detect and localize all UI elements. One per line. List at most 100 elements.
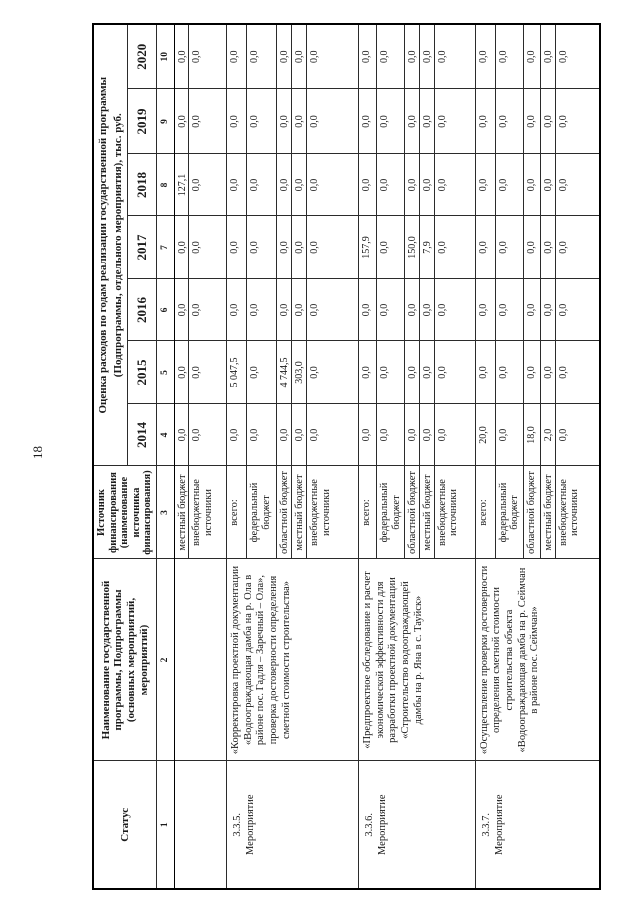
value-cell: 0,0	[276, 23, 292, 89]
value-cell: 0,0	[555, 341, 601, 404]
value-cell: 0,0	[523, 279, 541, 341]
value-cell: 0,0	[188, 154, 227, 216]
value-cell: 0,0	[555, 404, 601, 466]
value-cell: 0,0	[419, 23, 435, 89]
value-cell: 0,0	[495, 154, 524, 216]
value-cell: 0,0	[188, 341, 227, 404]
value-cell: 4 744,5	[276, 341, 292, 404]
value-cell: 0,0	[434, 279, 476, 341]
value-cell: 0,0	[434, 154, 476, 216]
value-cell: 5 047,5	[226, 341, 247, 404]
header-program-name: Наименование государственной программы, …	[93, 559, 157, 761]
funding-source-cell: областной бюджет	[404, 466, 420, 559]
value-cell: 0,0	[188, 404, 227, 466]
page-number: 18	[30, 446, 45, 459]
funding-source-cell: областной бюджет	[276, 466, 292, 559]
value-cell: 0,0	[495, 89, 524, 154]
column-number-cell: 5	[156, 341, 175, 404]
value-cell: 0,0	[376, 89, 405, 154]
funding-source-cell: федеральный бюджет	[495, 466, 524, 559]
value-cell: 0,0	[404, 341, 420, 404]
year-header: 2019	[127, 89, 157, 154]
value-cell: 0,0	[291, 216, 307, 279]
value-cell: 0,0	[555, 279, 601, 341]
value-cell: 0,0	[540, 23, 556, 89]
funding-source-cell: всего:	[358, 466, 377, 559]
value-cell: 0,0	[475, 341, 496, 404]
value-cell: 0,0	[434, 23, 476, 89]
year-header: 2017	[127, 216, 157, 279]
value-cell: 0,0	[306, 404, 359, 466]
value-cell: 0,0	[419, 404, 435, 466]
value-cell: 0,0	[540, 216, 556, 279]
value-cell: 7,9	[419, 216, 435, 279]
value-cell: 0,0	[291, 404, 307, 466]
value-cell: 0,0	[246, 404, 277, 466]
value-cell: 0,0	[188, 89, 227, 154]
program-name-cell: «Корректировка проектной документации «В…	[226, 559, 359, 761]
year-header: 2014	[127, 404, 157, 466]
value-cell: 0,0	[523, 89, 541, 154]
value-cell: 0,0	[226, 89, 247, 154]
value-cell: 0,0	[495, 23, 524, 89]
value-cell: 0,0	[174, 216, 189, 279]
value-cell: 2,0	[540, 404, 556, 466]
column-number-cell: 8	[156, 154, 175, 216]
table-header: Статус Наименование государственной прог…	[93, 23, 175, 889]
value-cell: 0,0	[174, 23, 189, 89]
value-cell: 0,0	[376, 154, 405, 216]
value-cell: 0,0	[475, 216, 496, 279]
value-cell: 0,0	[306, 89, 359, 154]
value-cell: 0,0	[358, 154, 377, 216]
value-cell: 0,0	[523, 216, 541, 279]
column-number-cell: 6	[156, 279, 175, 341]
value-cell: 0,0	[358, 89, 377, 154]
table-row: 3.3.5. Мероприятие «Корректировка проектн…	[226, 23, 359, 889]
value-cell: 0,0	[306, 216, 359, 279]
value-cell: 0,0	[404, 154, 420, 216]
value-cell: 0,0	[376, 404, 405, 466]
column-number-cell: 10	[156, 23, 175, 89]
value-cell: 0,0	[291, 279, 307, 341]
value-cell: 0,0	[540, 154, 556, 216]
value-cell: 303,0	[291, 341, 307, 404]
table-body: местный бюджет 0,0 0,0 0,0 0,0 127,1 0,0 0,0 вне…	[174, 23, 601, 889]
column-number-cell: 4	[156, 404, 175, 466]
funding-source-cell: местный бюджет	[291, 466, 307, 559]
value-cell: 0,0	[174, 279, 189, 341]
column-number-cell: 1	[156, 761, 175, 889]
funding-source-cell: федеральный бюджет	[246, 466, 277, 559]
value-cell: 0,0	[291, 89, 307, 154]
program-name-cell: «Предпроектное обследование и расчет эко…	[358, 559, 476, 761]
value-cell: 0,0	[226, 404, 247, 466]
value-cell: 0,0	[246, 89, 277, 154]
value-cell: 0,0	[523, 154, 541, 216]
column-number-cell: 7	[156, 216, 175, 279]
value-cell: 0,0	[376, 216, 405, 279]
value-cell: 0,0	[495, 341, 524, 404]
funding-source-cell: внебюджетные источники	[306, 466, 359, 559]
value-cell: 0,0	[434, 216, 476, 279]
value-cell: 0,0	[226, 154, 247, 216]
value-cell: 0,0	[434, 89, 476, 154]
value-cell: 0,0	[419, 89, 435, 154]
funding-source-cell: местный бюджет	[540, 466, 556, 559]
value-cell: 0,0	[475, 279, 496, 341]
value-cell: 0,0	[540, 89, 556, 154]
value-cell: 0,0	[226, 279, 247, 341]
value-cell: 0,0	[188, 216, 227, 279]
value-cell: 0,0	[306, 341, 359, 404]
column-number-cell: 9	[156, 89, 175, 154]
funding-source-cell: внебюджетные источники	[188, 466, 227, 559]
value-cell: 0,0	[174, 341, 189, 404]
program-name-cell	[174, 559, 227, 761]
funding-source-cell: местный бюджет	[174, 466, 189, 559]
value-cell: 0,0	[419, 341, 435, 404]
value-cell: 0,0	[540, 341, 556, 404]
value-cell: 0,0	[188, 279, 227, 341]
value-cell: 0,0	[376, 341, 405, 404]
value-cell: 0,0	[276, 404, 292, 466]
funding-source-cell: внебюджетные источники	[555, 466, 601, 559]
header-funding-source: Источник финансирования (наименование ис…	[93, 466, 157, 559]
